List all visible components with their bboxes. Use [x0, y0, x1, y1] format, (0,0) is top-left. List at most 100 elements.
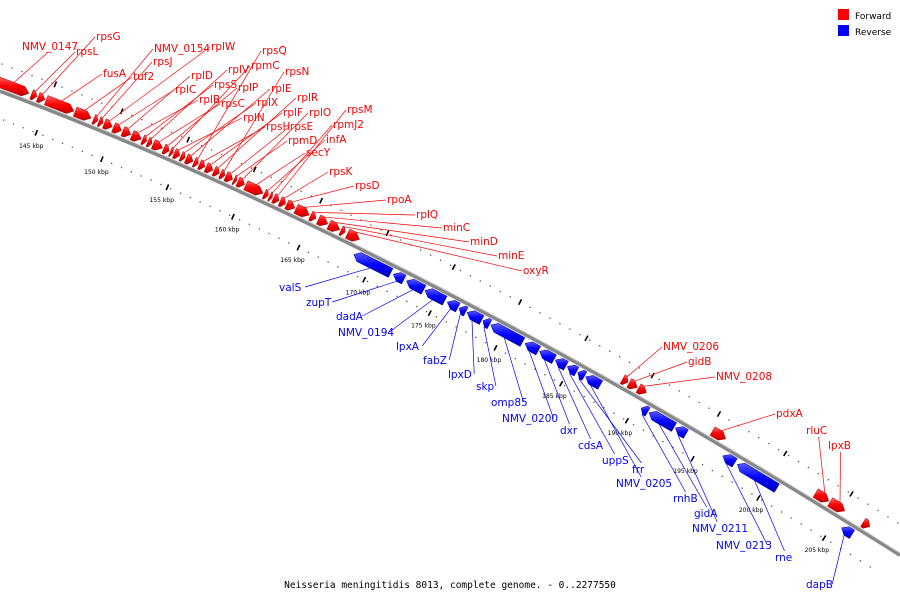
dot-outer	[81, 94, 83, 96]
dot-outer	[71, 90, 73, 92]
gene-arrow[interactable]	[709, 426, 727, 441]
gene-label: lpxB	[828, 440, 851, 452]
dot-outer	[420, 249, 422, 251]
gene-arrow[interactable]	[722, 454, 738, 468]
tick-outer	[517, 299, 523, 306]
gene-arrow[interactable]	[860, 517, 871, 529]
gene-arrow[interactable]	[736, 462, 780, 493]
gene-arrow[interactable]	[316, 214, 329, 227]
gene-arrow[interactable]	[178, 151, 186, 162]
gene-arrow[interactable]	[827, 497, 846, 513]
gene-arrow[interactable]	[338, 225, 346, 236]
gene-arrow[interactable]	[446, 300, 461, 313]
gene-arrow[interactable]	[482, 318, 493, 330]
gene-arrow[interactable]	[577, 369, 588, 381]
gene-arrow[interactable]	[841, 526, 856, 539]
gene-arrow[interactable]	[91, 114, 98, 125]
gene-arrow[interactable]	[172, 148, 180, 160]
leader-line	[119, 89, 175, 125]
gene-arrow[interactable]	[140, 134, 147, 146]
dot-outer	[758, 437, 760, 439]
dot-inner	[810, 529, 812, 531]
gene-arrow[interactable]	[293, 203, 310, 218]
dot-outer	[181, 136, 183, 138]
gene-arrow[interactable]	[183, 153, 194, 165]
gene-arrow[interactable]	[161, 143, 170, 155]
gene-arrow[interactable]	[267, 191, 274, 202]
gene-arrow[interactable]	[648, 411, 677, 432]
dot-outer	[817, 473, 820, 475]
gene-arrow[interactable]	[353, 252, 394, 278]
gene-label: oxyR	[523, 265, 549, 277]
gene-arrow[interactable]	[43, 95, 75, 114]
gene-arrow[interactable]	[308, 210, 317, 222]
gene-arrow[interactable]	[120, 126, 132, 138]
gene-arrow[interactable]	[243, 180, 264, 196]
gene-arrow[interactable]	[129, 130, 142, 142]
dot-outer	[171, 131, 173, 134]
gene-arrow[interactable]	[812, 488, 830, 503]
leader-line	[336, 222, 470, 243]
dot-inner	[278, 237, 280, 239]
gene-arrow[interactable]	[326, 219, 341, 232]
gene-arrow[interactable]	[111, 122, 122, 134]
gene-arrow[interactable]	[635, 383, 647, 395]
dot-outer	[330, 204, 332, 207]
gene-label: rpsS	[214, 79, 237, 91]
gene-arrow[interactable]	[203, 162, 214, 174]
gene-arrow[interactable]	[231, 174, 238, 186]
dot-outer	[549, 317, 551, 319]
gene-arrow[interactable]	[284, 199, 296, 211]
gene-arrow[interactable]	[619, 374, 629, 385]
gene-arrow[interactable]	[524, 341, 542, 356]
gene-arrow[interactable]	[235, 176, 245, 188]
gene-arrow[interactable]	[458, 305, 469, 317]
gene-label: lpxA	[396, 341, 420, 353]
leader-line	[635, 361, 688, 382]
dot-outer	[240, 162, 243, 165]
gene-arrow[interactable]	[168, 146, 174, 157]
gene-arrow[interactable]	[0, 76, 30, 97]
dot-inner	[652, 435, 654, 437]
gene-arrow[interactable]	[277, 196, 286, 207]
gene-arrow[interactable]	[191, 157, 199, 168]
tick-inner	[427, 310, 432, 317]
gene-arrow[interactable]	[150, 139, 163, 151]
gene-arrow[interactable]	[197, 159, 206, 171]
gene-arrow[interactable]	[223, 171, 233, 183]
gene-arrow[interactable]	[261, 188, 269, 200]
gene-arrow[interactable]	[555, 358, 569, 371]
gene-arrow[interactable]	[392, 272, 407, 285]
gene-arrow[interactable]	[29, 89, 38, 101]
gene-arrow[interactable]	[539, 349, 557, 364]
gene-arrow[interactable]	[72, 106, 92, 121]
gene-arrow[interactable]	[406, 278, 427, 295]
gene-label: rluC	[806, 425, 827, 437]
gene-arrow[interactable]	[585, 375, 604, 390]
gene-arrow[interactable]	[640, 405, 651, 417]
tick-label: 150 kbp	[84, 169, 109, 176]
dot-inner	[91, 154, 93, 156]
dot-inner	[445, 321, 447, 323]
gene-arrow[interactable]	[102, 118, 113, 130]
dot-inner	[672, 446, 674, 448]
gene-label: minE	[498, 250, 524, 262]
gene-arrow[interactable]	[466, 310, 485, 325]
gene-arrow[interactable]	[424, 288, 448, 306]
gene-label: NMV_0200	[502, 413, 558, 425]
dot-inner	[376, 285, 378, 287]
gene-arrow[interactable]	[626, 378, 638, 390]
gene-arrow[interactable]	[345, 228, 360, 242]
gene-arrow[interactable]	[271, 193, 280, 204]
dot-inner	[780, 511, 783, 513]
gene-arrow[interactable]	[675, 426, 689, 439]
gene-arrow[interactable]	[490, 323, 526, 347]
tick-outer	[584, 335, 589, 342]
gene-arrow[interactable]	[145, 136, 153, 148]
dot-inner	[357, 275, 359, 278]
gene-arrow[interactable]	[566, 364, 580, 377]
gene-arrow[interactable]	[35, 92, 46, 103]
gene-arrow[interactable]	[218, 168, 225, 180]
gene-arrow[interactable]	[96, 116, 104, 127]
gene-arrow[interactable]	[211, 165, 220, 177]
